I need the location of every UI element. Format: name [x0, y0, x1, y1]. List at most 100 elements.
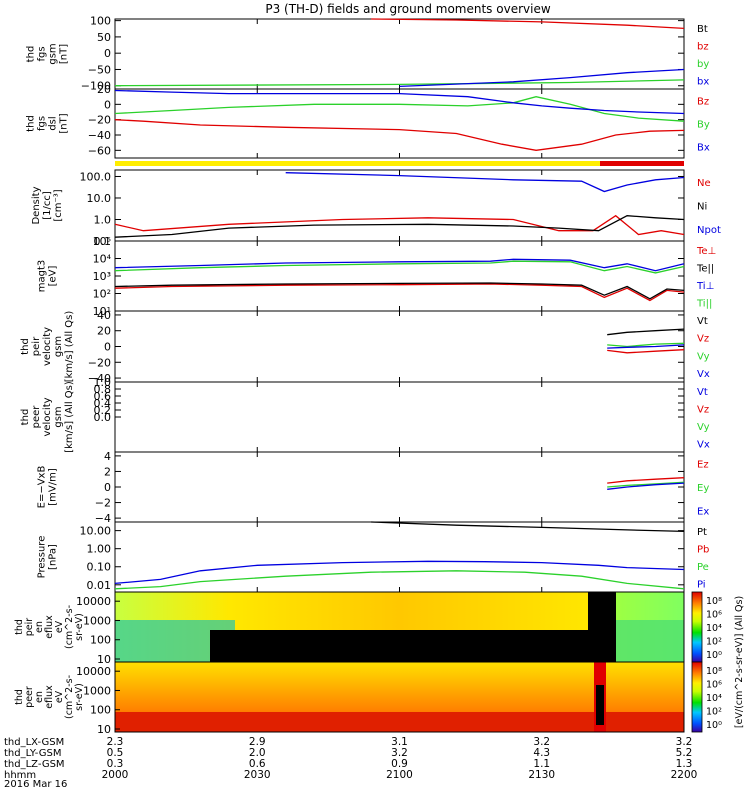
y-axis-label: [nPa] — [48, 544, 59, 570]
series-line-Ni — [114, 215, 685, 238]
y-axis-label: thd — [26, 46, 37, 63]
y-tick-label: 0 — [104, 47, 111, 60]
y-tick-label: −60 — [88, 144, 111, 157]
series-line-bx — [399, 68, 685, 88]
y-tick-label: 100 — [90, 634, 111, 647]
footer-value: 0.9 — [391, 758, 408, 770]
y-axis-label: [nT] — [59, 44, 70, 64]
y-axis-label: thd — [14, 689, 25, 705]
y-axis-label: dsl — [48, 116, 59, 130]
y-tick-label: −4 — [95, 512, 111, 525]
panel-frame — [114, 88, 685, 159]
y-axis-label: thd — [20, 409, 31, 426]
colorbar-tick-label: 10⁴ — [706, 693, 722, 704]
legend-entry: Bt — [697, 24, 708, 35]
colorbar-tick-label: 10⁶ — [706, 680, 722, 691]
legend-entry: Bx — [697, 143, 710, 154]
footer-row-label: thd_LX-GSM — [4, 737, 64, 748]
footer-value: 3.2 — [391, 747, 408, 759]
y-tick-label: 50 — [97, 31, 111, 44]
y-axis-label: en — [34, 691, 45, 703]
spec-axes-peir_en_eflux: 10000 1000 100 10 thd peir en eflux eV (cm^2-s-sr… — [14, 595, 120, 666]
y-axis-label: peir — [31, 336, 42, 356]
legend-entry: Te|| — [696, 263, 714, 274]
y-axis-label: sr-eV) — [74, 613, 85, 641]
y-axis-label: gsm — [53, 336, 64, 357]
y-tick-label: 0.0 — [94, 411, 112, 424]
panel-fgs_gsm: 100 50 0 −50 −100 thd fgs gsm [nT] Bt bz by bx — [26, 15, 710, 93]
footer-value: 3.2 — [676, 736, 693, 748]
footer-row-label: thd_LZ-GSM — [4, 759, 65, 770]
footer-value: 2.3 — [107, 736, 124, 748]
y-tick-label: 10 — [97, 723, 111, 736]
legend-entry: Ti|| — [696, 298, 712, 309]
panel-peer_velocity: 1.00.80.60.40.20.0 thd peer velocity gsm [km/… — [20, 376, 710, 453]
y-axis-label: thd — [26, 115, 37, 132]
series-line-by — [114, 79, 685, 87]
y-axis-label: eV — [54, 620, 65, 633]
legend-entry: Pb — [697, 544, 709, 555]
footer-value: 2200 — [671, 769, 698, 781]
series-line-Ti|| — [114, 260, 685, 274]
spectrogram-electrons — [114, 661, 685, 733]
figure-title: P3 (TH-D) fields and ground moments over… — [265, 2, 550, 16]
date-label: 2016 Mar 16 — [4, 779, 67, 790]
y-tick-label: −20 — [88, 114, 111, 127]
footer-value: 2130 — [528, 769, 555, 781]
legend-entry: Pt — [697, 527, 707, 538]
panel-frame — [114, 451, 685, 523]
colorbar-ions — [691, 591, 703, 663]
legend-entry: Vt — [697, 387, 708, 398]
panel-frame — [114, 310, 685, 383]
series-line-Ez — [607, 477, 685, 484]
y-axis-label: velocity — [42, 397, 53, 436]
series-line-Vt — [607, 328, 685, 336]
series-line-Bx — [114, 89, 685, 115]
y-tick-label: −100 — [81, 80, 111, 93]
colorbar-tick-label: 10² — [706, 707, 722, 718]
footer-value: 5.2 — [676, 747, 693, 759]
y-axis-label: peer — [31, 405, 42, 429]
legend-entry: Ti⊥ — [696, 281, 714, 292]
footer-value: 2.9 — [249, 736, 266, 748]
panel-density: 100.0 10.0 1.0 0.1 Density [1/cc] [cm⁻³] Ne Ni Np… — [31, 169, 721, 248]
panel-frame — [114, 381, 685, 453]
y-axis-label: velocity — [42, 327, 53, 366]
y-axis-label: Pressure — [37, 536, 48, 579]
ion-spectrogram-fast — [616, 620, 684, 662]
y-tick-label: 10³ — [93, 270, 111, 283]
legend-entry: Pe — [697, 562, 709, 573]
legend-entry: bz — [697, 41, 709, 52]
footer-value: 0.6 — [249, 758, 266, 770]
legend-entry: Vy — [697, 351, 710, 362]
legend-entry: Ni — [697, 202, 707, 213]
series-line-Bz — [114, 119, 685, 151]
footer-value: 2030 — [244, 769, 271, 781]
legend-entry: Ez — [697, 460, 709, 471]
y-axis-label: peer — [24, 686, 35, 708]
y-tick-label: 10000 — [76, 665, 111, 678]
footer-value: 3.1 — [391, 736, 408, 748]
colorbar-tick-label: 10⁸ — [706, 596, 722, 607]
y-tick-label: 4 — [104, 450, 111, 463]
y-tick-label: 1000 — [83, 684, 111, 697]
y-tick-label: 0.6 — [94, 390, 112, 403]
panel-pressure: 10.00 1.00 0.10 0.01 Pressure [nPa] Pt Pb Pe Pi — [37, 521, 709, 593]
y-tick-label: 1000 — [83, 614, 111, 627]
footer-value: 1.3 — [676, 758, 693, 770]
y-tick-label: 1.00 — [87, 543, 112, 556]
electron-spectrogram-frame — [114, 661, 685, 733]
y-axis-label: fgs — [37, 46, 48, 61]
panel-fgs_dsl: 20 0 −20 −40 −60 thd fgs dsl [nT] Bz By Bx — [26, 83, 710, 159]
legend-entry: Vy — [697, 422, 710, 433]
mode-bar-slow — [115, 161, 600, 166]
y-axis-label: thd — [14, 619, 25, 635]
footer-row-label: hhmm — [4, 770, 36, 781]
y-axis-label: (cm^2-s- — [64, 675, 75, 719]
colorbar-tick-label: 10⁴ — [706, 623, 722, 634]
legend-entry: bx — [697, 76, 709, 87]
colorbar-tick-label: 10⁶ — [706, 610, 722, 621]
